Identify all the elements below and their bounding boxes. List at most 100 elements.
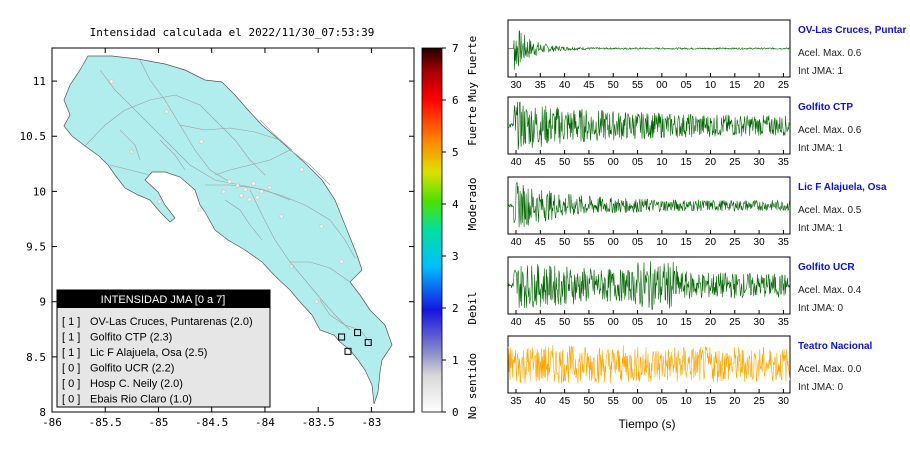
town-markers: [109, 79, 344, 304]
colorbar-category-labels: No sentido Debil Moderado Fuerte Muy Fuerte: [466, 36, 479, 419]
map-axes: -86 -85.5 -85 -84.5 -84 -83.5 -83 11 10.5 10 9.5 9 8…: [20, 48, 414, 429]
seismogram-x-tick-label: 25: [729, 157, 741, 168]
map-y-tick-label: 8: [39, 406, 46, 419]
seismogram-x-tick-label: 20: [754, 80, 766, 91]
map-x-tick-label: -83: [361, 416, 381, 429]
legend-item-level: [ 1 ]: [62, 316, 80, 328]
seismogram-x-tick-label: 15: [681, 237, 693, 248]
seismogram-x-tick-label: 05: [632, 157, 644, 168]
station-marker: [344, 347, 352, 355]
map-x-tick-label: -85.5: [89, 416, 122, 429]
seismogram-x-tick-label: 15: [681, 317, 693, 328]
seismogram-x-tick-label: 35: [778, 157, 790, 168]
seismogram-x-tick-label: 25: [778, 80, 790, 91]
station-name: Lic F Alajuela, Osa: [798, 182, 887, 193]
intensity-legend: INTENSIDAD JMA [0 a 7] [ 1 ] OV-Las Cruce…: [56, 289, 271, 408]
legend-header-bar: [57, 290, 270, 308]
seismogram-x-tick-label: 25: [729, 237, 741, 248]
seismogram-x-tick-label: 05: [656, 396, 668, 407]
legend-header: INTENSIDAD JMA [0 a 7]: [101, 294, 226, 306]
seismogram-panel: 30 35 40 45 50 55 00 05 10 15 20 25 OV-Las Cruces, P…: [507, 19, 906, 91]
map-x-tick-label: -86: [42, 416, 62, 429]
seismogram-panel: 40 45 50 55 00 05 10 15 20 25 30 35 Golfito CTP Acel.…: [507, 96, 862, 168]
legend-item-text: Golfito CTP (2.3): [90, 332, 172, 344]
seismogram-x-tick-label: 05: [632, 317, 644, 328]
colorbar-tick-label: 2: [452, 302, 459, 315]
legend-item-level: [ 0 ]: [62, 378, 80, 390]
seismogram-x-tick-label: 20: [705, 157, 717, 168]
colorbar-gradient: [421, 47, 443, 413]
seismogram-x-tick-label: 10: [705, 80, 717, 91]
legend-items: [ 1 ] OV-Las Cruces, Puntarenas (2.0) [ 1 …: [62, 316, 253, 406]
int-jma-label: Int JMA: 0: [798, 382, 843, 393]
seismogram-x-tick-label: 40: [510, 317, 522, 328]
map-y-tick-label: 10: [33, 185, 46, 198]
seismogram-x-tick-label: 10: [656, 317, 668, 328]
accel-max-label: Acel. Max. 0.5: [798, 205, 862, 216]
seismogram-x-tick-label: 45: [535, 317, 547, 328]
station-name: Teatro Nacional: [798, 341, 872, 352]
colorbar-tick-label: 5: [452, 146, 459, 159]
map-y-tick-label: 10.5: [20, 130, 47, 143]
seismogram-x-tick-label: 50: [583, 396, 595, 407]
colorbar-tick-label: 6: [452, 94, 459, 107]
seismogram-x-tick-label: 35: [535, 80, 547, 91]
seismogram-x-tick-label: 55: [583, 157, 595, 168]
seismogram-x-tick-label: 05: [632, 237, 644, 248]
seismogram-x-tick-label: 55: [632, 80, 644, 91]
seismogram-x-tick-label: 50: [559, 317, 571, 328]
costa-rica-landmass: [63, 55, 393, 405]
legend-item-text: Ebais Rio Claro (1.0): [90, 394, 192, 406]
colorbar-category: Moderado: [466, 178, 479, 231]
seismogram-x-tick-label: 30: [778, 396, 790, 407]
seismogram-frame: [507, 176, 791, 235]
seismogram-x-tick-label: 00: [632, 396, 644, 407]
seismogram-x-tick-label: 20: [729, 396, 741, 407]
colorbar-tick-label: 7: [452, 42, 459, 55]
station-markers: [338, 329, 372, 355]
int-jma-label: Int JMA: 0: [798, 303, 843, 314]
seismogram-x-tick-label: 25: [754, 396, 766, 407]
seismogram-x-tick-label: 20: [705, 237, 717, 248]
map-title: Intensidad calculada el 2022/11/30_07:53…: [90, 26, 375, 39]
colorbar-tick-label: 0: [452, 406, 459, 419]
legend-item-text: Hosp C. Neily (2.0): [90, 378, 183, 390]
map-y-tick-label: 8.5: [26, 351, 46, 364]
map-x-tick-label: -84.5: [195, 416, 228, 429]
legend-item-text: Golfito UCR (2.2): [90, 363, 174, 375]
seismogram-trace: [507, 182, 791, 228]
map-x-tick-label: -85: [149, 416, 169, 429]
station-name: Golfito CTP: [798, 102, 853, 113]
colorbar-category: No sentido: [466, 353, 479, 419]
station-name: OV-Las Cruces, Puntar: [798, 25, 906, 36]
accel-max-label: Acel. Max. 0.6: [798, 125, 862, 136]
seismogram-x-tick-label: 45: [535, 237, 547, 248]
seismogram-panel: 40 45 50 55 00 05 10 15 20 25 30 35 Lic F Alajuela, …: [507, 176, 887, 248]
seismogram-x-tick-label: 15: [681, 157, 693, 168]
seismogram-x-tick-label: 25: [729, 317, 741, 328]
seismogram-x-tick-label: 40: [535, 396, 547, 407]
seismogram-x-tick-label: 50: [559, 157, 571, 168]
colorbar-category: Fuerte: [466, 106, 479, 146]
seismogram-x-tick-label: 30: [754, 237, 766, 248]
map-x-tick-label: -84: [255, 416, 275, 429]
legend-item-text: Lic F Alajuela, Osa (2.5): [90, 347, 207, 359]
seismogram-x-tick-label: 55: [583, 237, 595, 248]
seismogram-x-tick-label: 00: [608, 237, 620, 248]
int-jma-label: Int JMA: 1: [798, 66, 843, 77]
station-name: Golfito UCR: [798, 262, 855, 273]
colorbar-tick-label: 1: [452, 354, 459, 367]
seismogram-x-tick-label: 35: [510, 396, 522, 407]
colorbar-tick-label: 3: [452, 250, 459, 263]
seismogram-x-tick-label: 30: [754, 157, 766, 168]
seismogram-x-tick-label: 00: [608, 157, 620, 168]
seismogram-trace: [507, 101, 791, 150]
legend-item-text: OV-Las Cruces, Puntarenas (2.0): [90, 316, 253, 328]
seismogram-x-tick-label: 35: [778, 237, 790, 248]
map-panel: -86 -85.5 -85 -84.5 -84 -83.5 -83 11 10.5 10 9.5 9 8…: [20, 47, 415, 429]
int-jma-label: Int JMA: 1: [798, 143, 843, 154]
seismogram-x-tick-label: 45: [535, 157, 547, 168]
seismogram-x-tick-label: 10: [656, 237, 668, 248]
seismogram-x-tick-label: 05: [681, 80, 693, 91]
legend-item-level: [ 0 ]: [62, 394, 80, 406]
